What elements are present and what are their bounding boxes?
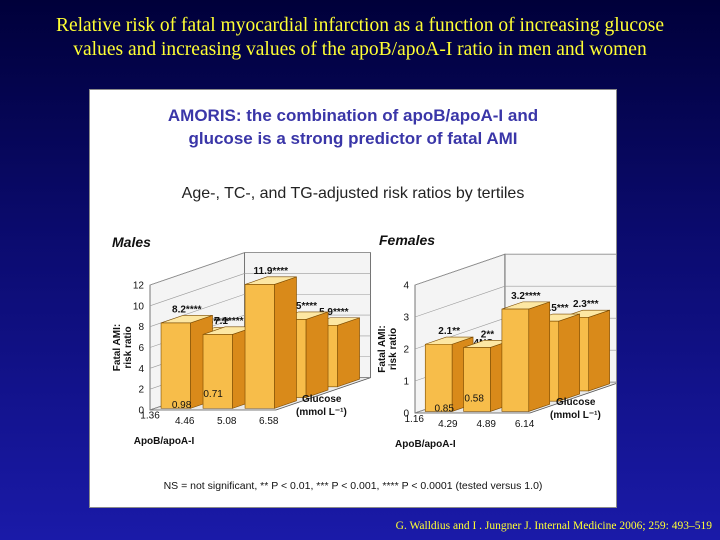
glucose-tick-label: 5.08: [217, 416, 237, 427]
y-tick-label: 0: [403, 409, 409, 420]
glucose-tick-label: 4.29: [438, 419, 458, 430]
figure-subtitle: Age-, TC-, and TG-adjusted risk ratios b…: [182, 185, 525, 202]
data-label: 3.2****: [511, 291, 541, 302]
bar: 11.9****: [244, 266, 297, 409]
y-tick-label: 2: [403, 345, 409, 356]
headline-line-1: AMORIS: the combination of apoB/apoA-I a…: [168, 106, 538, 125]
data-label: 2.5***: [543, 303, 569, 314]
z-axis-title: (mmol L⁻¹): [550, 410, 601, 421]
data-label: 5.9****: [319, 307, 349, 318]
z-axis-title: Glucose: [556, 397, 596, 408]
apob-tick-label: 0.98: [172, 400, 192, 411]
bar: 3.2****: [501, 291, 551, 412]
y-axis-title: Fatal AMI:: [377, 325, 388, 372]
gridline: [149, 273, 371, 307]
bar-side: [558, 313, 580, 402]
bar-side: [274, 276, 297, 409]
gridline: [414, 253, 616, 286]
apob-tick-label: 0.58: [464, 393, 484, 404]
headline-line-2: glucose is a strong predictor of fatal A…: [188, 129, 517, 148]
data-label: 7.1****: [214, 316, 244, 327]
apob-tick-label: 1.36: [140, 411, 160, 422]
gridline: [149, 252, 371, 286]
y-tick-label: 2: [138, 385, 144, 396]
bar-front: [501, 308, 530, 412]
bar-front: [160, 322, 191, 409]
slide-title: Relative risk of fatal myocardial infarc…: [0, 14, 720, 62]
data-label: 2.3***: [573, 299, 599, 310]
data-label: 2.1**: [438, 326, 460, 337]
glucose-tick-label: 4.89: [477, 419, 497, 430]
apob-tick-label: 1.16: [405, 414, 425, 425]
bar-side: [337, 317, 360, 388]
y-tick-label: 4: [403, 281, 409, 292]
apob-tick-label: 0.85: [434, 404, 454, 415]
significance-footnote: NS = not significant, ** P < 0.01, *** P…: [164, 480, 543, 492]
data-label: 8.2****: [172, 304, 202, 315]
slide-title-line-2: values and increasing values of the apoB…: [73, 39, 647, 60]
y-tick-label: 0: [138, 406, 144, 417]
y-tick-label: 6: [138, 343, 144, 354]
bar-front: [202, 334, 233, 409]
y-axis-title: risk ratio: [388, 328, 399, 370]
bar-front: [244, 284, 275, 409]
gridline: [414, 285, 616, 318]
chart-title: Males: [112, 234, 151, 250]
x-axis-title: ApoB/apoA-I: [134, 436, 195, 447]
bar-side: [588, 309, 610, 392]
x-axis-title: ApoB/apoA-I: [395, 439, 456, 450]
figure-panel: AMORIS: the combination of apoB/apoA-I a…: [89, 89, 617, 508]
glucose-tick-label: 6.14: [515, 419, 535, 430]
y-tick-label: 8: [138, 322, 144, 333]
y-tick-label: 3: [403, 313, 409, 324]
glucose-tick-label: 4.46: [175, 416, 195, 427]
y-tick-label: 12: [133, 281, 145, 292]
bar-front: [424, 343, 453, 412]
chart-males: Males02468101214.1****5.9****6****5.2***…: [112, 234, 372, 447]
z-axis-title: Glucose: [302, 394, 342, 405]
glucose-tick-label: 6.58: [259, 416, 279, 427]
citation: G. Walldius and I . Jungner J. Internal …: [395, 520, 712, 532]
figure-svg: AMORIS: the combination of apoB/apoA-I a…: [112, 106, 616, 492]
apob-tick-label: 0.71: [203, 389, 223, 400]
y-tick-label: 10: [133, 301, 145, 312]
figure-headline: AMORIS: the combination of apoB/apoA-I a…: [168, 106, 538, 148]
y-axis-title: Fatal AMI:: [112, 324, 123, 371]
bar-side: [528, 301, 551, 412]
bar-front: [463, 347, 491, 412]
z-axis-title: (mmol L⁻¹): [296, 407, 347, 418]
data-label: 11.9****: [254, 266, 289, 277]
data-label: 2**: [481, 329, 494, 340]
y-tick-label: 1: [403, 377, 409, 388]
bar-side: [305, 311, 329, 398]
chart-females: Females0123411.1NS2.3***1.4NS1.6NS2.5***…: [377, 232, 616, 450]
data-label: 6****: [208, 317, 229, 328]
slide-title-line-1: Relative risk of fatal myocardial infarc…: [55, 15, 665, 36]
y-axis-title: risk ratio: [123, 326, 134, 368]
data-label: 7.5****: [288, 301, 318, 312]
chart-title: Females: [379, 232, 435, 248]
y-tick-label: 4: [138, 364, 144, 375]
